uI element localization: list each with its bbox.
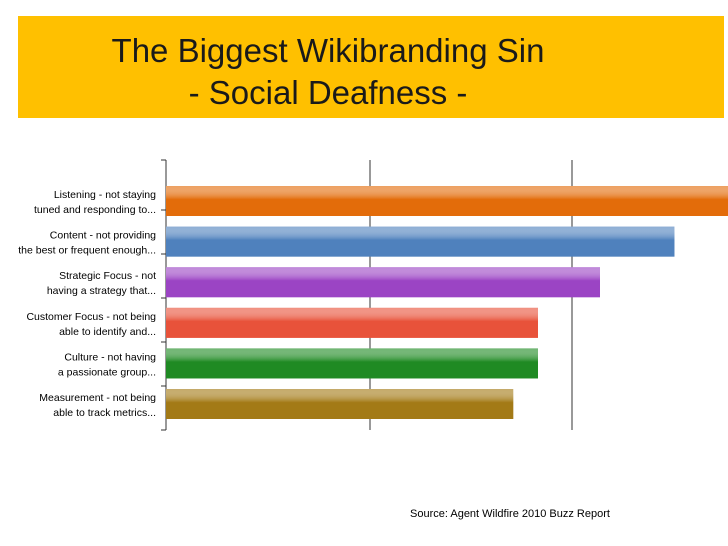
title-line-1: The Biggest Wikibranding Sin [111, 32, 545, 69]
title-line-2: - Social Deafness - [188, 74, 468, 111]
bar-highlight [166, 186, 728, 216]
title-banner: The Biggest Wikibranding Sin - Social De… [18, 16, 724, 118]
category-label: having a strategy that... [47, 285, 156, 297]
category-label: Customer Focus - not being [26, 311, 156, 323]
slide-title: The Biggest Wikibranding Sin - Social De… [18, 30, 638, 114]
bar-highlight [166, 389, 514, 419]
category-label: Culture - not having [64, 351, 156, 363]
category-label: able to track metrics... [53, 407, 156, 419]
source-note: Source: Agent Wildfire 2010 Buzz Report [410, 508, 610, 520]
category-label: Content - not providing [50, 230, 156, 242]
bar-highlight [166, 267, 600, 298]
category-label: able to identify and... [59, 326, 156, 338]
category-label: Strategic Focus - not [59, 270, 156, 282]
bar-highlight [166, 226, 675, 257]
category-label: a passionate group... [58, 366, 156, 378]
bar-highlight [166, 348, 538, 379]
bar-highlight [166, 307, 538, 338]
category-label: tuned and responding to... [34, 204, 156, 216]
category-label: Measurement - not being [39, 392, 156, 404]
category-label: the best or frequent enough... [18, 245, 156, 257]
category-label: Listening - not staying [54, 189, 156, 201]
